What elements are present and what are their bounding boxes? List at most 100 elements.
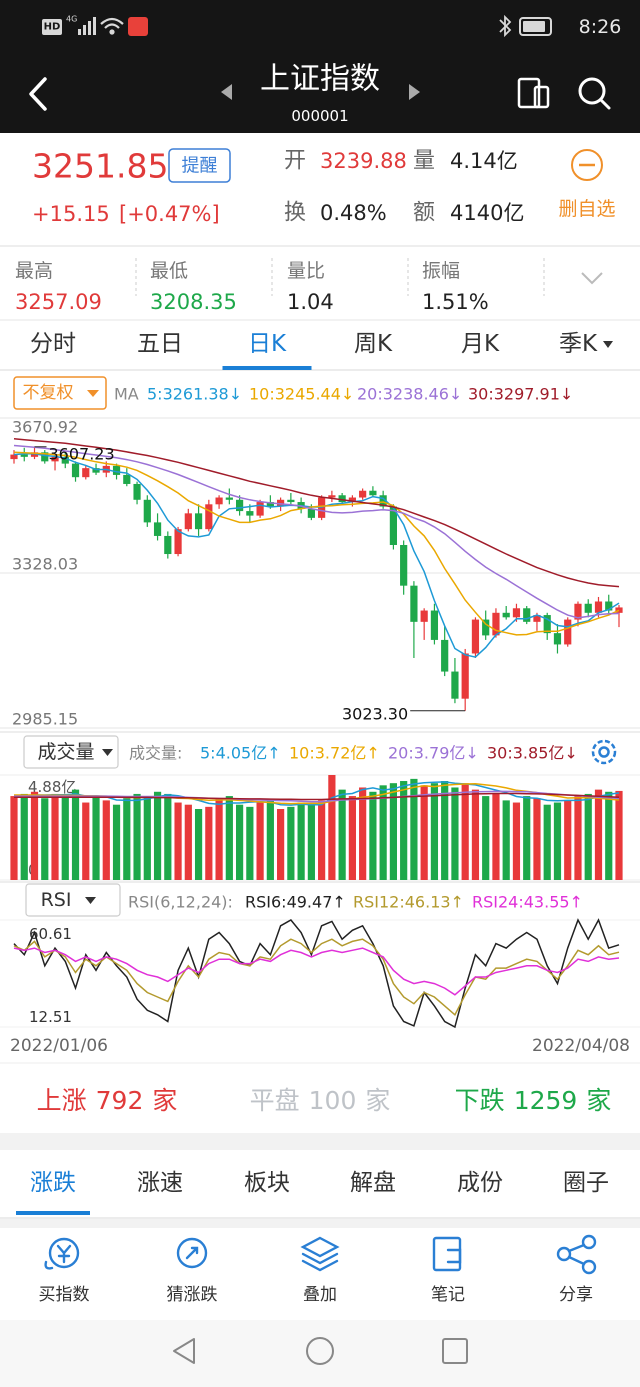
- candle-body: [328, 495, 336, 498]
- candle-body: [112, 465, 121, 475]
- volume-bar: [51, 793, 59, 880]
- tab[interactable]: 分时: [30, 331, 76, 357]
- volume-bar: [461, 783, 469, 880]
- stat-value: 1.04: [287, 290, 334, 314]
- candle-body: [369, 490, 377, 496]
- prev-index-button[interactable]: [221, 84, 232, 100]
- last-price: 3251.85: [32, 147, 168, 186]
- stat-label: 最低: [150, 260, 188, 282]
- toolbar-button[interactable]: 买指数: [39, 1285, 90, 1305]
- legend-entry: 10:3245.44↓: [249, 385, 354, 404]
- candle-body: [512, 608, 521, 618]
- candle-body: [133, 483, 141, 500]
- volume-bar: [112, 804, 121, 880]
- breadth-unit: 家: [365, 1086, 390, 1115]
- legend-entry: 10:3.72亿↑: [289, 744, 380, 763]
- next-index-button[interactable]: [409, 84, 420, 100]
- tab[interactable]: 板块: [244, 1170, 290, 1196]
- volume-bar: [502, 800, 510, 880]
- switch-icon[interactable]: [517, 77, 550, 109]
- settings-button[interactable]: [591, 739, 617, 765]
- legend-entry: 5:4.05亿↑: [200, 744, 281, 763]
- candle-body: [482, 619, 490, 636]
- toolbar-button[interactable]: 猜涨跌: [167, 1285, 218, 1305]
- signal-icon: [78, 17, 96, 35]
- volume-bar: [92, 796, 100, 880]
- toolbar-button[interactable]: 叠加: [303, 1285, 337, 1305]
- candle-body: [461, 653, 469, 699]
- candle-body: [523, 608, 531, 622]
- candle-body: [205, 504, 213, 530]
- tab[interactable]: 涨跌: [30, 1170, 76, 1196]
- toolbar-button[interactable]: 分享: [559, 1285, 593, 1305]
- candle-body: [174, 529, 182, 555]
- candle-body: [256, 502, 264, 516]
- battery-icon: [519, 17, 552, 36]
- tab[interactable]: 解盘: [350, 1170, 396, 1196]
- nav-back[interactable]: [173, 1338, 195, 1364]
- expand-stats[interactable]: [581, 272, 603, 285]
- stat-label: 最高: [15, 260, 53, 282]
- nav-recent[interactable]: [442, 1338, 468, 1364]
- open-value: 3239.88: [320, 149, 407, 173]
- turnover-value: 0.48%: [320, 201, 387, 225]
- candle-body: [492, 612, 500, 636]
- volume-bar: [205, 806, 213, 880]
- tab[interactable]: 涨速: [137, 1170, 183, 1196]
- candle-body: [420, 610, 428, 622]
- candle-body: [564, 619, 572, 645]
- stat-label: 量比: [287, 260, 325, 282]
- tab[interactable]: 日K: [248, 331, 287, 357]
- stat-value: 3257.09: [15, 290, 102, 314]
- breadth-unit: 家: [152, 1086, 177, 1115]
- search-button[interactable]: [578, 77, 611, 110]
- indicator-name[interactable]: RSI: [41, 889, 72, 911]
- turnover-label: 换: [284, 201, 306, 226]
- candle-body: [615, 607, 623, 613]
- ma-line: [13, 438, 620, 588]
- volume-bar: [41, 798, 49, 880]
- legend-label: RSI(6,12,24):: [128, 893, 233, 912]
- tab[interactable]: 月K: [461, 331, 500, 357]
- adjust-label[interactable]: 不复权: [23, 383, 74, 403]
- indicator-dropdown[interactable]: [25, 883, 121, 917]
- candle-body: [266, 502, 274, 507]
- volume-ma-line: [14, 781, 620, 806]
- volume-bar: [338, 789, 346, 880]
- remove-watch-icon[interactable]: [571, 149, 603, 181]
- volume-ma-line: [14, 792, 620, 801]
- candle-body: [92, 468, 100, 473]
- tab[interactable]: 季K: [559, 331, 598, 357]
- volume-bar: [30, 791, 39, 880]
- alert-button[interactable]: [168, 148, 231, 183]
- remove-watch-text[interactable]: 删自选: [558, 198, 615, 220]
- volume-bar: [277, 808, 285, 880]
- volume-bar: [297, 802, 305, 880]
- breadth-item: 下跌 1259 家: [455, 1086, 612, 1115]
- volume-bar: [615, 790, 623, 880]
- tab[interactable]: 圈子: [563, 1170, 609, 1196]
- tab[interactable]: 五日: [137, 331, 183, 357]
- candle-body: [543, 615, 551, 634]
- back-button[interactable]: [29, 77, 47, 111]
- volume-bar: [605, 791, 613, 880]
- tab[interactable]: 周K: [354, 331, 393, 357]
- price-change: +15.15: [32, 202, 110, 226]
- adjust-dropdown[interactable]: [13, 376, 107, 410]
- candle-body: [41, 452, 49, 462]
- alert-text: 提醒: [182, 156, 218, 177]
- nav-bar: [0, 1320, 640, 1387]
- wifi-icon: [100, 17, 124, 35]
- indicator-name[interactable]: 成交量: [37, 741, 94, 763]
- toolbar-button[interactable]: 笔记: [431, 1285, 465, 1305]
- indicator-dropdown[interactable]: [23, 735, 119, 769]
- price-change-pct: [+0.47%]: [119, 202, 220, 226]
- open-label: 开: [284, 149, 306, 174]
- candle-body: [30, 452, 39, 457]
- tab[interactable]: 成份: [457, 1170, 503, 1196]
- volume-bar: [359, 787, 367, 880]
- nav-home[interactable]: [306, 1337, 334, 1365]
- breadth-item: 平盘 100 家: [250, 1086, 391, 1115]
